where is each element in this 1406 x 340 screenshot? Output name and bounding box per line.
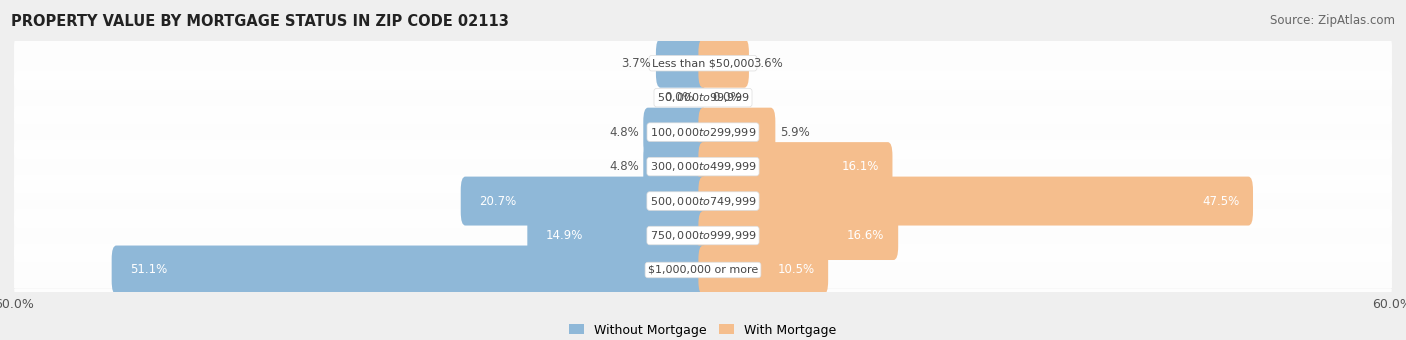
Text: 47.5%: 47.5% bbox=[1202, 194, 1239, 207]
FancyBboxPatch shape bbox=[14, 37, 1392, 90]
Text: $50,000 to $99,999: $50,000 to $99,999 bbox=[657, 91, 749, 104]
Text: $1,000,000 or more: $1,000,000 or more bbox=[648, 265, 758, 275]
Text: $300,000 to $499,999: $300,000 to $499,999 bbox=[650, 160, 756, 173]
Text: 16.6%: 16.6% bbox=[846, 229, 884, 242]
FancyBboxPatch shape bbox=[699, 211, 898, 260]
FancyBboxPatch shape bbox=[14, 209, 1392, 262]
FancyBboxPatch shape bbox=[14, 71, 1392, 124]
FancyBboxPatch shape bbox=[644, 142, 707, 191]
FancyBboxPatch shape bbox=[699, 245, 828, 294]
Text: 14.9%: 14.9% bbox=[546, 229, 583, 242]
Text: 16.1%: 16.1% bbox=[841, 160, 879, 173]
Text: 10.5%: 10.5% bbox=[778, 264, 814, 276]
FancyBboxPatch shape bbox=[111, 245, 707, 294]
FancyBboxPatch shape bbox=[461, 176, 707, 225]
Text: 5.9%: 5.9% bbox=[780, 126, 810, 139]
FancyBboxPatch shape bbox=[14, 140, 1392, 193]
FancyBboxPatch shape bbox=[527, 211, 707, 260]
FancyBboxPatch shape bbox=[14, 174, 1392, 227]
Text: 0.0%: 0.0% bbox=[664, 91, 693, 104]
FancyBboxPatch shape bbox=[699, 176, 1253, 225]
Legend: Without Mortgage, With Mortgage: Without Mortgage, With Mortgage bbox=[564, 319, 842, 340]
Text: 3.6%: 3.6% bbox=[754, 57, 783, 70]
Text: $500,000 to $749,999: $500,000 to $749,999 bbox=[650, 194, 756, 207]
Text: $750,000 to $999,999: $750,000 to $999,999 bbox=[650, 229, 756, 242]
Text: Source: ZipAtlas.com: Source: ZipAtlas.com bbox=[1270, 14, 1395, 27]
Text: 4.8%: 4.8% bbox=[609, 160, 638, 173]
Text: $100,000 to $299,999: $100,000 to $299,999 bbox=[650, 126, 756, 139]
FancyBboxPatch shape bbox=[644, 108, 707, 157]
FancyBboxPatch shape bbox=[699, 142, 893, 191]
Text: 0.0%: 0.0% bbox=[713, 91, 742, 104]
FancyBboxPatch shape bbox=[699, 108, 775, 157]
Text: 4.8%: 4.8% bbox=[609, 126, 638, 139]
Text: PROPERTY VALUE BY MORTGAGE STATUS IN ZIP CODE 02113: PROPERTY VALUE BY MORTGAGE STATUS IN ZIP… bbox=[11, 14, 509, 29]
FancyBboxPatch shape bbox=[699, 39, 749, 88]
Text: 51.1%: 51.1% bbox=[129, 264, 167, 276]
Text: 20.7%: 20.7% bbox=[479, 194, 516, 207]
Text: Less than $50,000: Less than $50,000 bbox=[652, 58, 754, 68]
FancyBboxPatch shape bbox=[14, 243, 1392, 296]
FancyBboxPatch shape bbox=[14, 106, 1392, 159]
FancyBboxPatch shape bbox=[657, 39, 707, 88]
Text: 3.7%: 3.7% bbox=[621, 57, 651, 70]
